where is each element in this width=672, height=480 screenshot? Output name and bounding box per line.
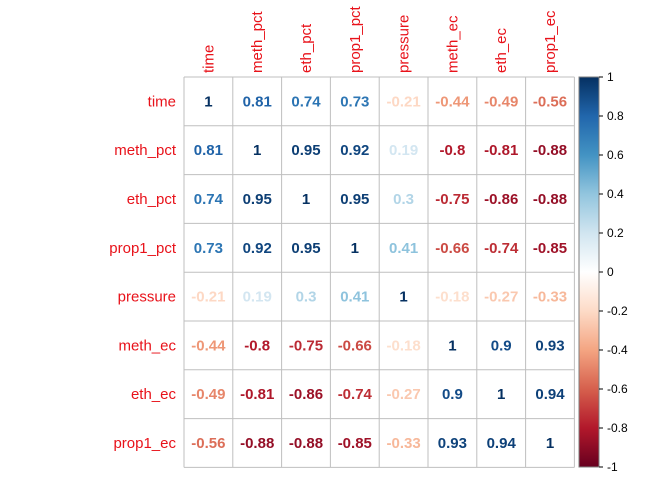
row-label: eth_pct	[127, 191, 177, 208]
cell-value: 1	[497, 386, 505, 403]
cell-value: 0.41	[340, 289, 369, 306]
cell-value: 0.19	[243, 289, 272, 306]
row-label: meth_pct	[114, 142, 177, 159]
cell-value: -0.85	[533, 240, 567, 257]
row-label: eth_ec	[131, 386, 177, 403]
colorbar-tick-label: 0.2	[607, 226, 624, 240]
cell-value: 0.73	[340, 93, 369, 110]
cell-value: -0.81	[484, 142, 518, 159]
cell-value: 0.74	[194, 191, 224, 208]
colorbar-gradient	[578, 76, 600, 468]
cell-value: -0.88	[240, 435, 274, 452]
column-label: eth_ec	[493, 27, 510, 73]
cell-value: 1	[546, 435, 554, 452]
cell-value: 1	[253, 142, 261, 159]
colorbar-tick-label: -0.8	[607, 421, 628, 435]
cell-value: -0.75	[435, 191, 469, 208]
cell-value: -0.66	[338, 337, 372, 354]
cell-value: 0.73	[194, 240, 223, 257]
cell-value: -0.74	[484, 240, 519, 257]
cell-value: -0.18	[435, 289, 469, 306]
cell-value: -0.49	[191, 386, 225, 403]
cell-value: 1	[302, 191, 310, 208]
cell-value: 0.95	[291, 240, 320, 257]
colorbar-tick-label: -0.4	[607, 343, 628, 357]
row-labels: time meth_pct eth_pct prop1_pct pressure meth…	[109, 93, 177, 452]
cell-value: -0.44	[435, 93, 470, 110]
cell-value: -0.86	[289, 386, 323, 403]
cell-value: -0.66	[435, 240, 469, 257]
cell-value: 0.94	[487, 435, 517, 452]
cell-value: -0.86	[484, 191, 518, 208]
cell-value: -0.56	[533, 93, 567, 110]
cell-value: -0.27	[386, 386, 420, 403]
row-label: meth_ec	[118, 337, 176, 354]
cell-value: -0.85	[338, 435, 372, 452]
cell-value: 0.81	[194, 142, 223, 159]
cell-value: 0.74	[291, 93, 321, 110]
cell-value: 0.95	[243, 191, 272, 208]
cell-value: 0.3	[393, 191, 414, 208]
cell-value: 0.94	[535, 386, 565, 403]
colorbar-tick-label: -1	[607, 460, 618, 474]
row-label: prop1_ec	[113, 435, 176, 452]
cell-value: -0.8	[244, 337, 270, 354]
colorbar: 1 0.8 0.6 0.4 0.2 0 -0.2 -0.4 -0.6 -0.8 -1	[578, 70, 628, 474]
column-label: prop1_ec	[542, 10, 559, 73]
column-label: meth_pct	[249, 10, 266, 73]
colorbar-tick-label: 0.8	[607, 109, 624, 123]
cell-value: -0.88	[533, 142, 567, 159]
column-label: meth_ec	[444, 15, 461, 73]
colorbar-tick-label: -0.2	[607, 304, 628, 318]
colorbar-tick-label: 0.6	[607, 148, 624, 162]
cell-value: -0.33	[386, 435, 420, 452]
row-label: prop1_pct	[109, 240, 177, 257]
cell-value: 0.41	[389, 240, 418, 257]
correlation-cells: 1 0.81 0.74 0.73 -0.21 -0.44 -0.49 -0.56 0.81 1 0.…	[191, 93, 567, 452]
cell-value: 1	[399, 289, 407, 306]
cell-value: 1	[351, 240, 359, 257]
cell-value: 0.95	[291, 142, 320, 159]
cell-value: 0.9	[442, 386, 463, 403]
cell-value: 0.95	[340, 191, 369, 208]
cell-value: 0.92	[243, 240, 272, 257]
column-label: eth_pct	[298, 23, 315, 73]
cell-value: -0.49	[484, 93, 518, 110]
row-label: pressure	[118, 289, 176, 306]
cell-value: -0.74	[338, 386, 373, 403]
cell-value: -0.27	[484, 289, 518, 306]
cell-value: 0.93	[535, 337, 564, 354]
colorbar-tick-label: 1	[607, 70, 614, 84]
cell-value: 0.81	[243, 93, 272, 110]
cell-value: -0.21	[191, 289, 225, 306]
cell-value: 0.93	[438, 435, 467, 452]
cell-value: 0.92	[340, 142, 369, 159]
cell-value: -0.8	[439, 142, 465, 159]
cell-value: -0.33	[533, 289, 567, 306]
colorbar-tick-label: 0	[607, 265, 614, 279]
cell-value: 0.9	[491, 337, 512, 354]
colorbar-tick-label: -0.6	[607, 382, 628, 396]
column-label: pressure	[396, 15, 413, 73]
cell-value: 0.19	[389, 142, 418, 159]
cell-value: 0.3	[296, 289, 317, 306]
row-label: time	[148, 93, 176, 110]
cell-value: -0.81	[240, 386, 274, 403]
column-label: time	[200, 45, 217, 73]
column-label: prop1_pct	[347, 5, 364, 73]
cell-value: -0.88	[289, 435, 323, 452]
cell-value: -0.18	[386, 337, 420, 354]
cell-value: -0.75	[289, 337, 323, 354]
cell-value: -0.88	[533, 191, 567, 208]
cell-value: -0.21	[386, 93, 420, 110]
column-labels: time meth_pct eth_pct prop1_pct pressure meth…	[200, 5, 559, 73]
correlation-grid	[183, 76, 575, 468]
cell-value: -0.44	[191, 337, 226, 354]
colorbar-tick-label: 0.4	[607, 187, 624, 201]
cell-value: 1	[448, 337, 456, 354]
cell-value: -0.56	[191, 435, 225, 452]
cell-value: 1	[204, 93, 212, 110]
